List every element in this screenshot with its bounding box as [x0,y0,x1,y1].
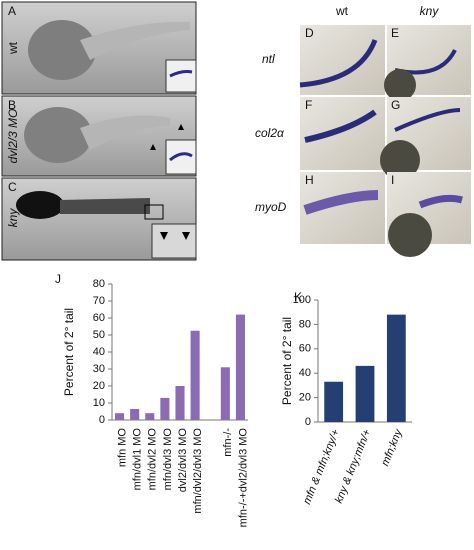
photo-panels [1,1,197,261]
bar [160,397,170,420]
y-tick-label: 20 [299,392,311,404]
y-tick-label: 10 [93,397,105,409]
panel-label: E [391,26,399,40]
x-tick-label: mfn-/-+dvl2/dvl3 MO [237,428,249,528]
x-tick-label: mfn/dvl1 MO [132,428,144,491]
y-tick-label: 70 [93,295,105,307]
x-tick-label: mfn-/- [222,428,234,457]
y-axis-label: Percent of 2° tail [62,308,76,396]
x-tick-label: mfn/dvl2 MO [147,428,159,491]
row-label: dvl2/3 MO [6,109,20,164]
bar [235,314,245,420]
bar [145,413,155,420]
panel-label: I [391,173,394,187]
y-tick-label: 40 [93,346,105,358]
y-tick-label: 0 [99,414,105,426]
y-tick-label: 50 [93,329,105,341]
panel-label: D [305,26,314,40]
x-tick-label: mfn MO [116,428,128,468]
column-label: kny [420,4,440,18]
y-tick-label: 60 [299,343,311,355]
y-tick-label: 40 [299,367,311,379]
panel-label: C [8,180,17,194]
bar [190,330,200,420]
x-tick-label: mfn/dvl2/dvl3 MO [192,428,204,514]
y-tick-label: 80 [299,318,311,330]
bar [220,367,230,420]
panel-label: F [305,98,312,112]
gene-label: col2α [255,126,285,140]
row-label: kny [6,208,20,228]
y-tick-label: 100 [293,294,311,306]
bar [324,381,344,422]
bar [175,386,185,420]
x-tick-label: mfn;kny [379,426,405,468]
bar [386,314,406,422]
panel-label: K [294,290,302,304]
y-tick-label: 80 [93,278,105,290]
y-axis-label: Percent of 2° tail [280,317,294,405]
x-tick-label: dvl2/dvl3 MO [177,428,189,493]
panel-label: B [8,98,16,112]
gene-label: myoD [255,200,287,214]
column-label: wt [335,4,349,18]
panel-label: J [55,272,61,286]
bar [130,408,140,420]
row-label: wt [6,41,20,55]
y-tick-label: 30 [93,363,105,375]
bar [355,365,375,422]
y-tick-label: 60 [93,312,105,324]
panel-label: G [391,98,400,112]
panel-label: A [8,4,16,18]
panel-label: H [305,173,314,187]
y-tick-label: 20 [93,380,105,392]
bar [115,413,125,420]
photo-grid [299,25,471,257]
y-tick-label: 0 [305,416,311,428]
x-tick-label: mfn/dvl3 MO [162,428,174,491]
gene-label: ntl [262,52,275,66]
